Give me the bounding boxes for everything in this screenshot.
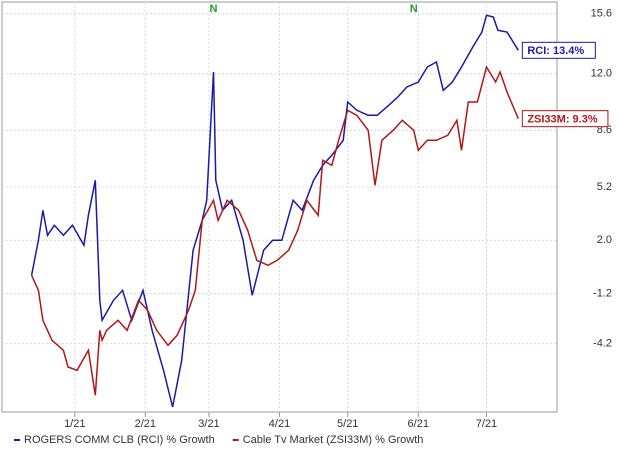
series-line — [30, 65, 519, 396]
end-label: ZSI33M: 9.3% — [521, 110, 609, 128]
y-tick-label: -4.2 — [593, 338, 612, 350]
x-tick-label: 1/21 — [64, 418, 85, 430]
x-tick-label: 7/21 — [476, 418, 497, 430]
series-line — [30, 14, 519, 408]
x-tick-label: 5/21 — [337, 418, 358, 430]
end-label-text: ZSI33M: 9.3% — [527, 114, 598, 126]
x-tick-label: 4/21 — [269, 418, 290, 430]
y-tick-label: 12.0 — [591, 68, 612, 80]
legend-label: ROGERS COMM CLB (RCI) % Growth — [24, 434, 215, 446]
annotation: N — [410, 3, 418, 15]
y-tick-label: 15.6 — [591, 8, 612, 20]
end-label-text: RCI: 13.4% — [527, 45, 584, 57]
annotation: N — [210, 3, 218, 15]
x-tick-label: 3/21 — [198, 418, 219, 430]
end-label-box — [521, 41, 596, 59]
end-label: RCI: 13.4% — [521, 41, 596, 59]
end-label-box — [521, 110, 609, 128]
y-tick-label: -1.2 — [593, 288, 612, 300]
y-tick-label: 5.2 — [597, 181, 612, 193]
x-tick-label: 6/21 — [408, 418, 429, 430]
y-tick-label: 2.0 — [597, 234, 612, 246]
y-tick-label: 8.6 — [597, 124, 612, 136]
legend-label: Cable Tv Market (ZSI33M) % Growth — [243, 434, 424, 446]
x-tick-label: 2/21 — [135, 418, 156, 430]
